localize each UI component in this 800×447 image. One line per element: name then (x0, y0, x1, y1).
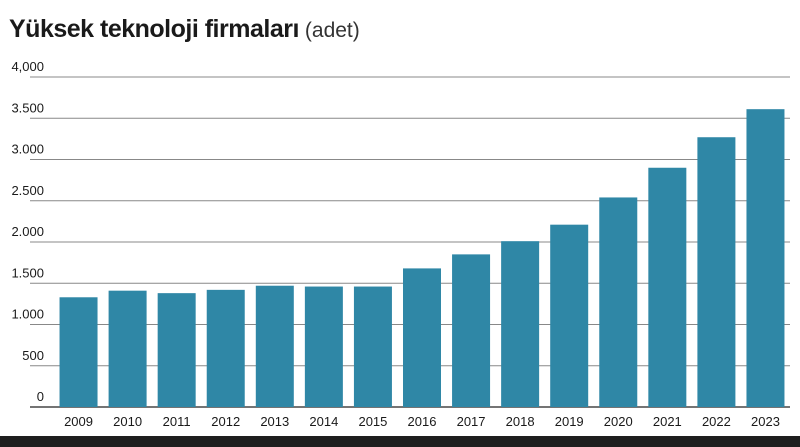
x-tick-label: 2009 (64, 414, 93, 429)
y-tick-label: 4,000 (11, 59, 44, 74)
bar-2017 (452, 254, 491, 407)
x-tick-label: 2018 (506, 414, 535, 429)
y-tick-label: 500 (22, 348, 44, 363)
bottom-band (0, 436, 800, 447)
bar-2018 (501, 241, 540, 407)
bar-2009 (59, 297, 98, 407)
bar-2013 (255, 285, 294, 407)
x-tick-label: 2012 (211, 414, 240, 429)
x-tick-label: 2014 (309, 414, 338, 429)
x-tick-label: 2020 (604, 414, 633, 429)
bar-2012 (206, 289, 245, 407)
bar-2011 (157, 293, 196, 407)
x-tick-label: 2011 (163, 414, 191, 429)
bar-2010 (108, 290, 147, 407)
bar-2016 (403, 268, 441, 407)
y-tick-label: 1.500 (11, 265, 44, 280)
y-tick-label: 0 (37, 389, 44, 404)
chart-unit-label: (adet) (304, 19, 360, 42)
chart-title: Yüksek teknoloji firmaları (adet) (9, 15, 360, 44)
x-tick-label: 2015 (358, 414, 387, 429)
y-tick-label: 2.000 (11, 224, 44, 239)
bars (59, 109, 785, 408)
y-axis-ticks: 0 500 1.000 1.500 2.000 2.500 3.000 3.500 4,000 (11, 59, 44, 404)
x-tick-label: 2021 (653, 414, 682, 429)
x-tick-label: 2023 (751, 414, 780, 429)
y-tick-label: 2.500 (11, 183, 44, 198)
chart-title-text: Yüksek teknoloji firmaları (9, 15, 299, 43)
y-tick-label: 3.000 (11, 142, 44, 157)
x-axis-ticks: 2009 2010 2011 2012 2013 2014 2015 2016 2017 2018… (64, 414, 780, 429)
bar-2022 (697, 137, 736, 407)
x-tick-label: 2022 (702, 414, 731, 429)
bar-2021 (648, 167, 687, 407)
bar-2015 (353, 286, 392, 407)
bar-2014 (304, 286, 343, 407)
y-tick-label: 1.000 (11, 307, 44, 322)
bar-2023 (746, 109, 785, 408)
x-tick-label: 2017 (457, 414, 486, 429)
x-tick-label: 2010 (113, 414, 142, 429)
x-tick-label: 2013 (260, 414, 289, 429)
bar-2020 (599, 197, 638, 407)
x-tick-label: 2019 (555, 414, 584, 429)
y-tick-label: 3.500 (11, 100, 44, 115)
x-tick-label: 2016 (408, 414, 437, 429)
bar-2019 (550, 224, 589, 407)
